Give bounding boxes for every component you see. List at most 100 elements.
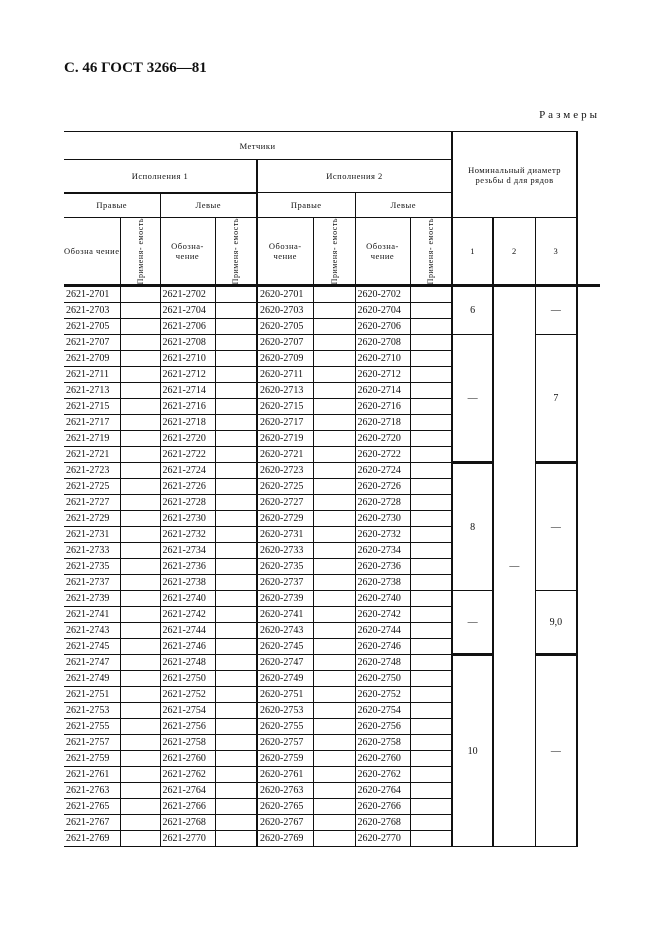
right-header: Правые <box>64 192 161 218</box>
designation-cell: 2621-2719 <box>64 430 121 448</box>
designation-cell: 2620-2757 <box>256 734 314 752</box>
applicability-cell <box>409 318 453 336</box>
table-row: 2621-2753 2621-2754 2620-2753 2620-2754 <box>64 702 600 720</box>
nominal-diameter-series-1-cell: 8 <box>451 461 494 592</box>
designation-cell: 2620-2736 <box>354 558 411 576</box>
designation-cell: 2620-2740 <box>354 590 411 608</box>
designation-cell: 2621-2748 <box>159 654 216 672</box>
designation-cell: 2620-2715 <box>256 398 314 416</box>
applicability-cell <box>409 606 453 624</box>
designation-cell: 2620-2729 <box>256 510 314 528</box>
designation-cell: 2620-2759 <box>256 750 314 768</box>
applicability-cell <box>119 398 161 416</box>
table-row: 2621-2751 2621-2752 2620-2751 2620-2752 <box>64 686 600 704</box>
designation-cell: 2620-2749 <box>256 670 314 688</box>
designation-cell: 2620-2766 <box>354 798 411 816</box>
nominal-diameter-series-1-cell: — <box>451 590 494 656</box>
applicability-cell <box>119 510 161 528</box>
applicability-cell <box>214 446 258 464</box>
designation-cell: 2621-2744 <box>159 622 216 640</box>
table-row: 2621-2737 2621-2738 2620-2737 2620-2738 <box>64 574 600 592</box>
applicability-cell <box>409 494 453 512</box>
designation-cell: 2621-2768 <box>159 814 216 832</box>
designation-cell: 2620-2735 <box>256 558 314 576</box>
applicability-cell <box>214 782 258 800</box>
applicability-cell <box>214 750 258 768</box>
designation-cell: 2621-2712 <box>159 366 216 384</box>
applicability-cell <box>214 622 258 640</box>
designation-cell: 2621-2733 <box>64 542 121 560</box>
table-row: 2621-2727 2621-2728 2620-2727 2620-2728 <box>64 494 600 512</box>
applicability-cell <box>312 478 356 496</box>
applicability-cell <box>409 670 453 688</box>
designation-cell: 2620-2712 <box>354 366 411 384</box>
designation-cell: 2621-2718 <box>159 414 216 432</box>
applicability-cell <box>409 382 453 400</box>
table-row: 2621-2763 2621-2764 2620-2763 2620-2764 <box>64 782 600 800</box>
applicability-cell <box>214 430 258 448</box>
applicability-cell <box>312 574 356 592</box>
applicability-cell <box>409 350 453 368</box>
designation-cell: 2620-2709 <box>256 350 314 368</box>
designation-cell: 2620-2707 <box>256 334 314 352</box>
applicability-cell <box>312 670 356 688</box>
applicability-cell <box>214 526 258 544</box>
designation-cell: 2621-2737 <box>64 574 121 592</box>
table-row: 2621-2745 2621-2746 2620-2745 2620-2746 <box>64 638 600 656</box>
applicability-cell <box>409 718 453 736</box>
applicability-cell <box>119 718 161 736</box>
designation-cell: 2621-2715 <box>64 398 121 416</box>
designation-cell: 2620-2728 <box>354 494 411 512</box>
applicability-cell <box>119 782 161 800</box>
table-row: 2621-2767 2621-2768 2620-2767 2620-2768 <box>64 814 600 832</box>
applicability-header: Применя- емость <box>409 216 453 287</box>
applicability-cell <box>312 558 356 576</box>
applicability-cell <box>409 686 453 704</box>
applicability-cell <box>119 478 161 496</box>
applicability-cell <box>119 830 161 848</box>
designation-cell: 2621-2713 <box>64 382 121 400</box>
designation-cell: 2620-2721 <box>256 446 314 464</box>
designation-cell: 2620-2753 <box>256 702 314 720</box>
designation-cell: 2621-2709 <box>64 350 121 368</box>
designation-cell: 2621-2764 <box>159 782 216 800</box>
designation-cell: 2621-2749 <box>64 670 121 688</box>
designation-cell: 2621-2701 <box>64 284 121 304</box>
series-2-header: 2 <box>492 216 536 287</box>
applicability-cell <box>409 542 453 560</box>
applicability-cell <box>214 318 258 336</box>
table-row: 2621-2713 2621-2714 2620-2713 2620-2714 <box>64 382 600 400</box>
designation-cell: 2621-2735 <box>64 558 121 576</box>
applicability-cell <box>312 734 356 752</box>
applicability-cell <box>119 334 161 352</box>
designation-cell: 2621-2703 <box>64 302 121 320</box>
designation-cell: 2621-2740 <box>159 590 216 608</box>
applicability-cell <box>214 350 258 368</box>
designation-cell: 2621-2727 <box>64 494 121 512</box>
designation-cell: 2620-2711 <box>256 366 314 384</box>
applicability-cell <box>312 750 356 768</box>
nominal-diameter-series-3-cell: 9,0 <box>534 590 578 656</box>
applicability-cell <box>409 366 453 384</box>
applicability-cell <box>312 782 356 800</box>
applicability-cell <box>312 382 356 400</box>
applicability-cell <box>214 766 258 784</box>
designation-cell: 2620-2769 <box>256 830 314 848</box>
version2-header: Исполнения 2 <box>255 159 453 193</box>
designation-cell: 2621-2742 <box>159 606 216 624</box>
page-header: С. 46 ГОСТ 3266—81 <box>64 60 207 76</box>
applicability-cell <box>214 718 258 736</box>
designation-cell: 2621-2722 <box>159 446 216 464</box>
designation-cell: 2621-2706 <box>159 318 216 336</box>
applicability-cell <box>119 494 161 512</box>
applicability-cell <box>409 510 453 528</box>
applicability-cell <box>214 670 258 688</box>
applicability-cell <box>119 414 161 432</box>
nominal-diameter-series-3-cell: 7 <box>534 334 578 464</box>
designation-cell: 2620-2768 <box>354 814 411 832</box>
designation-cell: 2620-2730 <box>354 510 411 528</box>
applicability-cell <box>312 766 356 784</box>
table-row: 2621-2709 2621-2710 2620-2709 2620-2710 <box>64 350 600 368</box>
applicability-cell <box>214 302 258 320</box>
designation-cell: 2620-2703 <box>256 302 314 320</box>
